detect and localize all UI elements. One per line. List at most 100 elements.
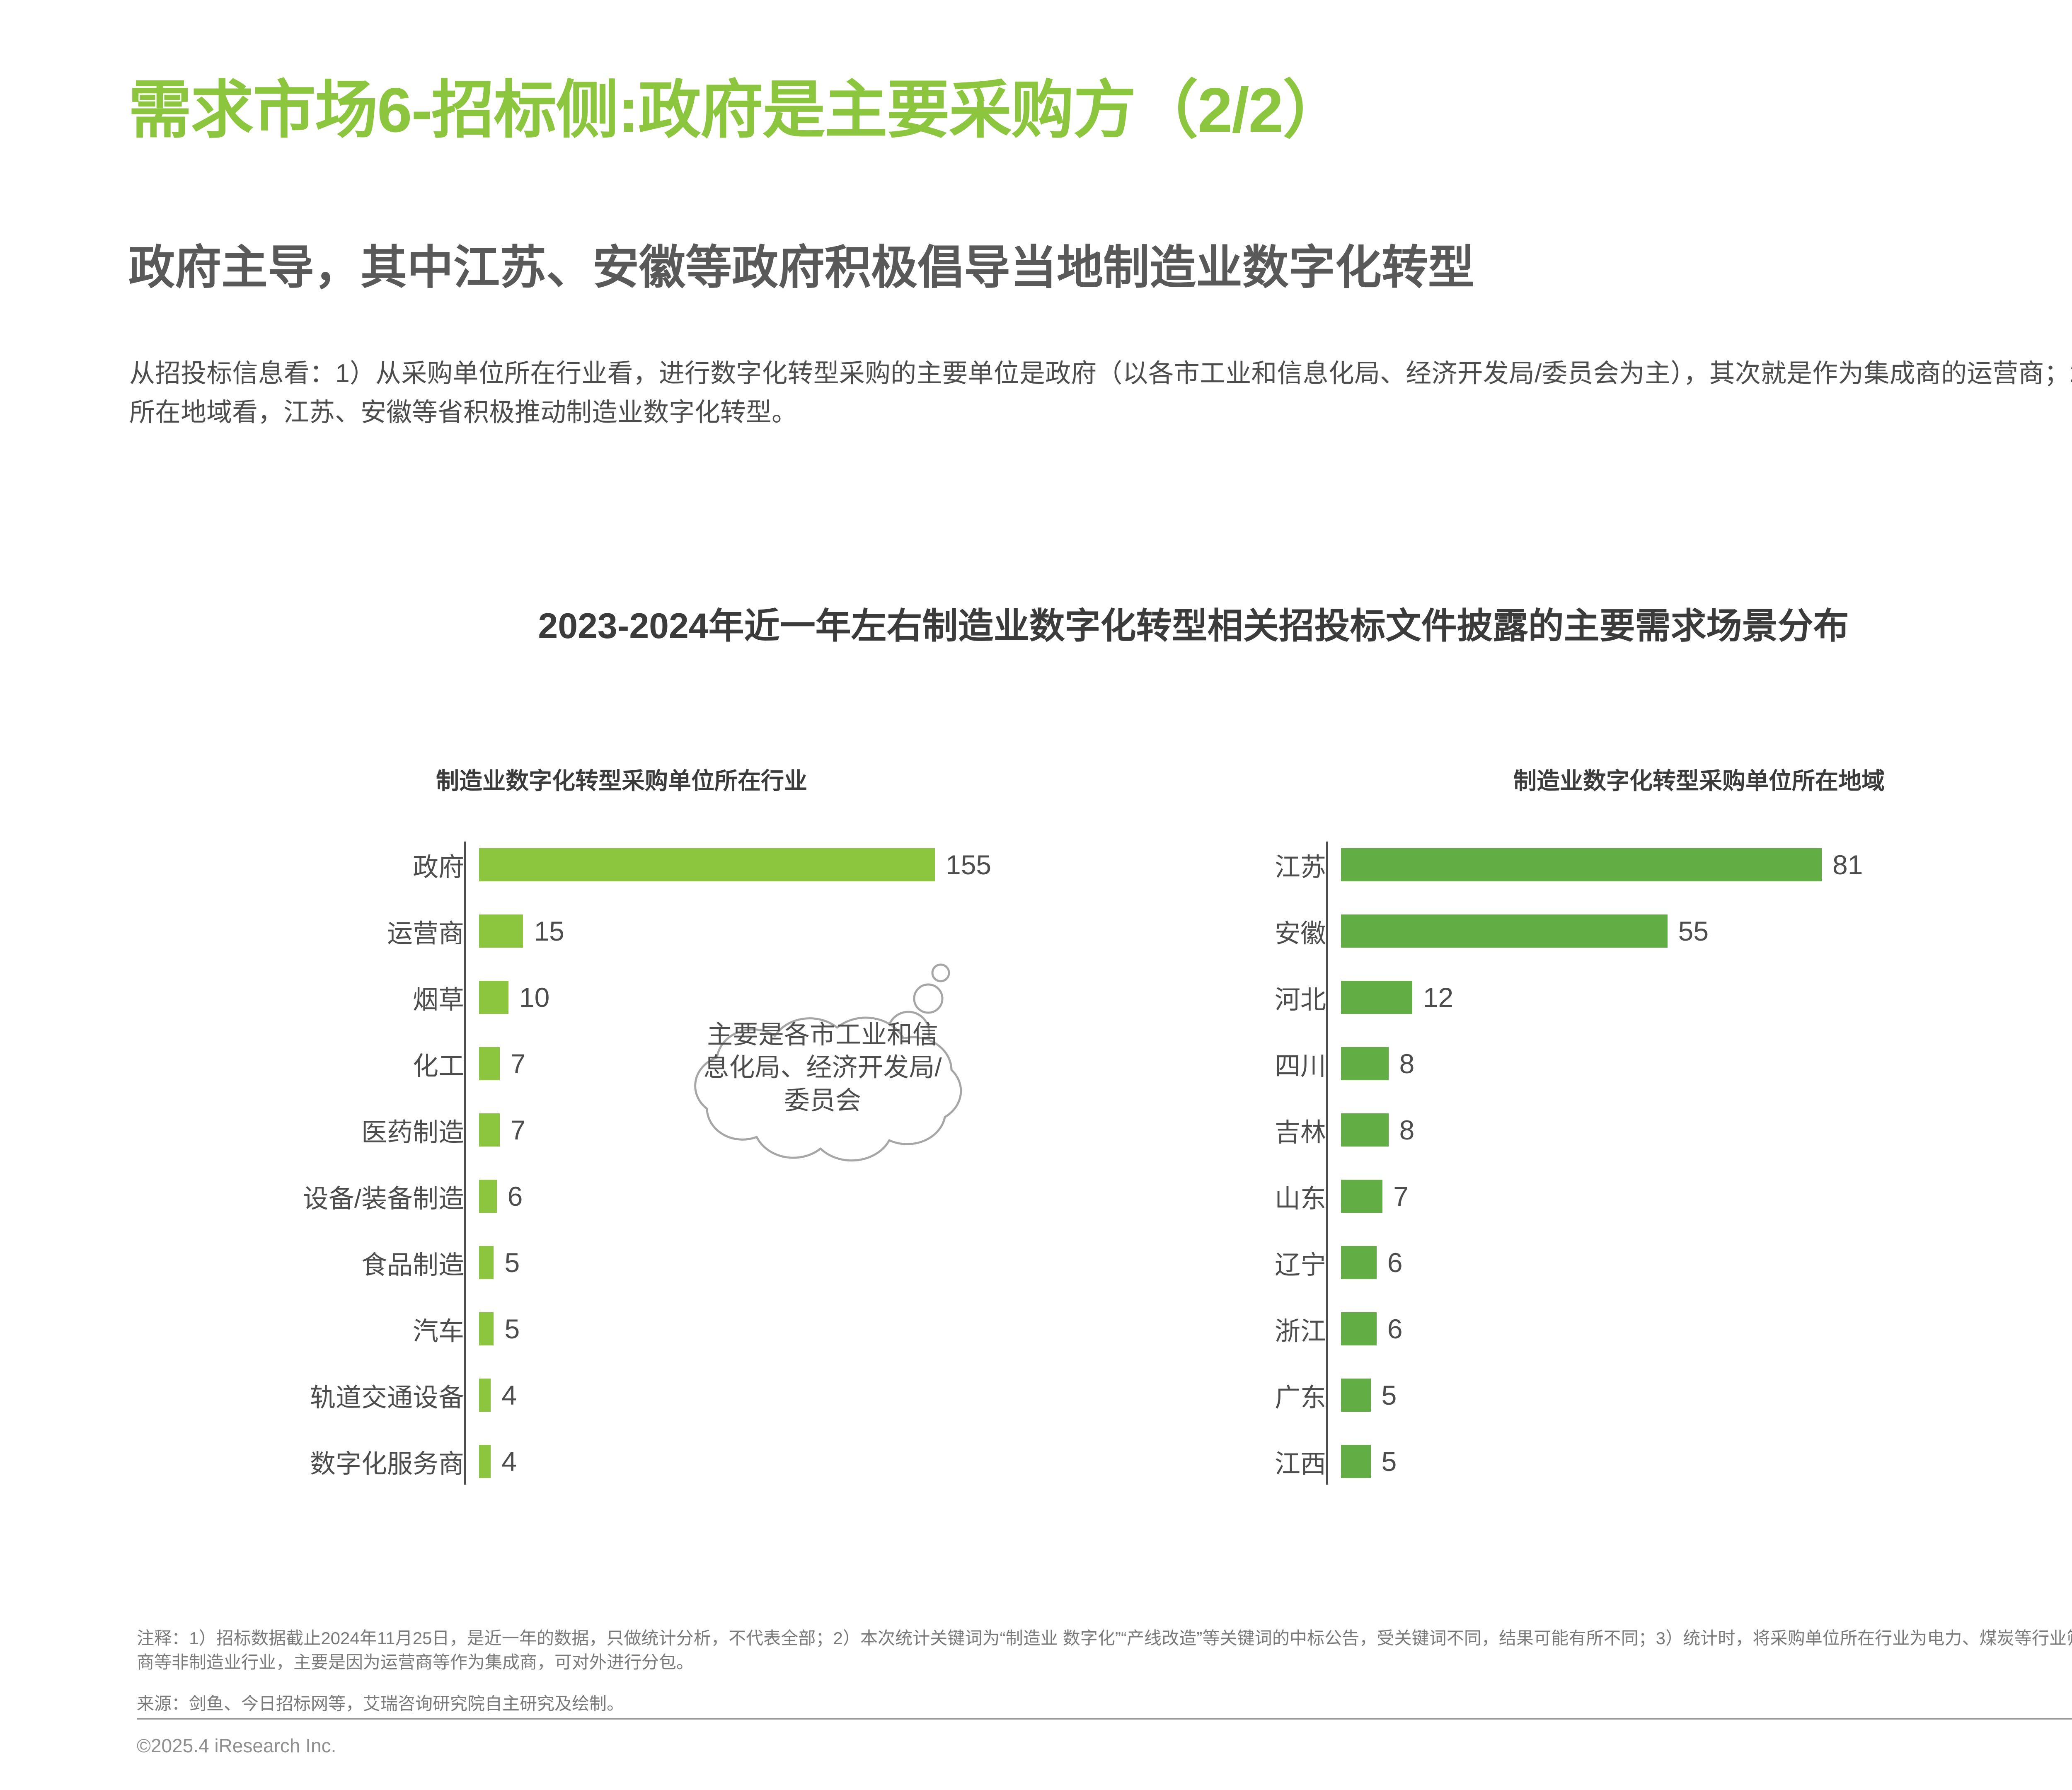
bar-segment xyxy=(479,848,935,882)
chart-panel-industry: 制造业数字化转型采购单位所在行业 政府 155 运营商 15 烟草 10 化工 7 医药制造 7 设… xyxy=(124,762,1119,1505)
bar-segment xyxy=(1341,1312,1377,1346)
bar-category-label: 化工 xyxy=(412,1052,464,1081)
bar-category-label: 辽宁 xyxy=(1274,1251,1326,1280)
bar-value-label: 5 xyxy=(504,1313,520,1344)
bar-row: 江西 5 xyxy=(1202,1438,2072,1485)
bar-segment xyxy=(1341,980,1412,1014)
bar-segment xyxy=(479,1113,500,1147)
bar-value-label: 4 xyxy=(501,1446,517,1477)
bar-value-label: 10 xyxy=(519,982,550,1013)
bar-segment xyxy=(479,1179,497,1213)
bar-track: 15 xyxy=(479,908,1119,954)
bar-category-label: 医药制造 xyxy=(361,1118,464,1147)
bar-category-label: 运营商 xyxy=(387,919,464,948)
bar-row: 数字化服务商 4 xyxy=(124,1438,1119,1485)
panel-title-industry: 制造业数字化转型采购单位所在行业 xyxy=(436,768,807,794)
bar-value-label: 55 xyxy=(1678,916,1709,946)
bar-row: 广东 5 xyxy=(1202,1372,2072,1418)
bar-segment xyxy=(1341,1378,1371,1412)
bar-track: 5 xyxy=(1341,1438,2072,1485)
bar-value-label: 6 xyxy=(1387,1247,1403,1278)
bar-category-label: 山东 xyxy=(1274,1185,1326,1213)
bar-value-label: 7 xyxy=(1393,1181,1409,1212)
bar-segment xyxy=(479,1444,491,1478)
bar-category-label: 四川 xyxy=(1274,1052,1326,1081)
page-title: 需求市场6-招标侧:政府是主要采购方（2/2） xyxy=(128,75,1346,145)
bar-track: 4 xyxy=(479,1438,1119,1485)
bar-category-label: 吉林 xyxy=(1274,1118,1326,1147)
chart-axis-line xyxy=(464,842,466,1485)
bar-category-label: 轨道交通设备 xyxy=(310,1384,464,1412)
bar-category-label: 浙江 xyxy=(1274,1317,1326,1346)
bar-value-label: 7 xyxy=(510,1115,526,1145)
bar-value-label: 5 xyxy=(1381,1380,1397,1410)
bar-row: 运营商 15 xyxy=(124,908,1119,954)
bar-category-label: 汽车 xyxy=(412,1317,464,1346)
bar-category-label: 设备/装备制造 xyxy=(303,1185,464,1213)
bar-plot-industry: 政府 155 运营商 15 烟草 10 化工 7 医药制造 7 设备/装备制造 6 食品制造 5 汽车 5 轨道… xyxy=(124,842,1119,1485)
bar-category-label: 安徽 xyxy=(1274,919,1326,948)
bar-category-label: 广东 xyxy=(1274,1384,1326,1412)
bar-value-label: 6 xyxy=(1387,1313,1403,1344)
bar-category-label: 河北 xyxy=(1274,986,1326,1014)
bar-row: 江苏 81 xyxy=(1202,842,2072,888)
bar-segment xyxy=(479,914,523,948)
bar-track: 12 xyxy=(1341,974,2072,1021)
bar-track: 7 xyxy=(479,1040,1119,1087)
page-subtitle: 政府主导，其中江苏、安徽等政府积极倡导当地制造业数字化转型 xyxy=(128,242,1474,293)
bar-track: 8 xyxy=(1341,1107,2072,1153)
iresearch-logo: i Research 艾瑞咨询 xyxy=(2068,46,2072,182)
bar-row: 化工 7 xyxy=(124,1040,1119,1087)
bar-value-label: 8 xyxy=(1399,1115,1415,1145)
thought-bubble-text: 主要是各市工业和信息化局、经济开发局/委员会 xyxy=(703,1021,942,1115)
bar-row: 吉林 8 xyxy=(1202,1107,2072,1153)
bar-track: 5 xyxy=(479,1306,1119,1352)
bar-category-label: 食品制造 xyxy=(361,1251,464,1280)
bar-segment xyxy=(479,1378,491,1412)
bar-category-label: 江苏 xyxy=(1274,853,1326,882)
bar-row: 医药制造 7 xyxy=(124,1107,1119,1153)
source-line: 来源：剑鱼、今日招标网等，艾瑞咨询研究院自主研究及绘制。 xyxy=(137,1694,625,1713)
bar-segment xyxy=(1341,848,1822,882)
bar-value-label: 8 xyxy=(1399,1048,1415,1079)
bar-segment xyxy=(1341,1179,1383,1213)
bar-track: 5 xyxy=(479,1239,1119,1286)
bar-row: 汽车 5 xyxy=(124,1306,1119,1352)
bar-row: 浙江 6 xyxy=(1202,1306,2072,1352)
bar-track: 155 xyxy=(479,842,1119,888)
bar-row: 政府 155 xyxy=(124,842,1119,888)
copyright-line: ©2025.4 iResearch Inc. xyxy=(137,1735,336,1756)
bar-value-label: 81 xyxy=(1832,849,1863,880)
bar-value-label: 15 xyxy=(534,916,564,946)
bar-value-label: 12 xyxy=(1423,982,1454,1013)
bar-value-label: 5 xyxy=(1381,1446,1397,1477)
bar-row: 安徽 55 xyxy=(1202,908,2072,954)
panel-title-region: 制造业数字化转型采购单位所在地域 xyxy=(1513,768,1885,794)
bar-track: 81 xyxy=(1341,842,2072,888)
chart-main-title: 2023-2024年近一年左右制造业数字化转型相关招投标文件披露的主要需求场景分… xyxy=(538,606,1849,646)
bar-value-label: 155 xyxy=(946,849,992,880)
chart-panel-region: 制造业数字化转型采购单位所在地域 江苏 81 安徽 55 河北 12 四川 8 吉林 8 山东 7 辽宁… xyxy=(1202,762,2072,1505)
bar-row: 辽宁 6 xyxy=(1202,1239,2072,1286)
bar-row: 设备/装备制造 6 xyxy=(124,1173,1119,1219)
bar-category-label: 政府 xyxy=(412,853,464,882)
bar-segment xyxy=(1341,1444,1371,1478)
bar-track: 4 xyxy=(479,1372,1119,1418)
bar-value-label: 6 xyxy=(507,1181,523,1212)
bar-track: 7 xyxy=(479,1107,1119,1153)
bar-segment xyxy=(479,980,508,1014)
thought-bubble-annotation: 主要是各市工业和信息化局、经济开发局/委员会 xyxy=(655,961,986,1193)
bar-track: 8 xyxy=(1341,1040,2072,1087)
bar-row: 食品制造 5 xyxy=(124,1239,1119,1286)
bar-category-label: 数字化服务商 xyxy=(310,1450,464,1478)
bar-track: 55 xyxy=(1341,908,2072,954)
bar-plot-region: 江苏 81 安徽 55 河北 12 四川 8 吉林 8 山东 7 辽宁 6 浙江 6 广东 5 江西 5 xyxy=(1202,842,2072,1485)
bar-value-label: 4 xyxy=(501,1380,517,1410)
bar-segment xyxy=(1341,1246,1377,1280)
bar-row: 烟草 10 xyxy=(124,974,1119,1021)
bar-track: 6 xyxy=(1341,1306,2072,1352)
bar-value-label: 7 xyxy=(510,1048,526,1079)
bar-segment xyxy=(479,1312,494,1346)
bar-segment xyxy=(1341,1047,1389,1081)
bar-segment xyxy=(479,1047,500,1081)
